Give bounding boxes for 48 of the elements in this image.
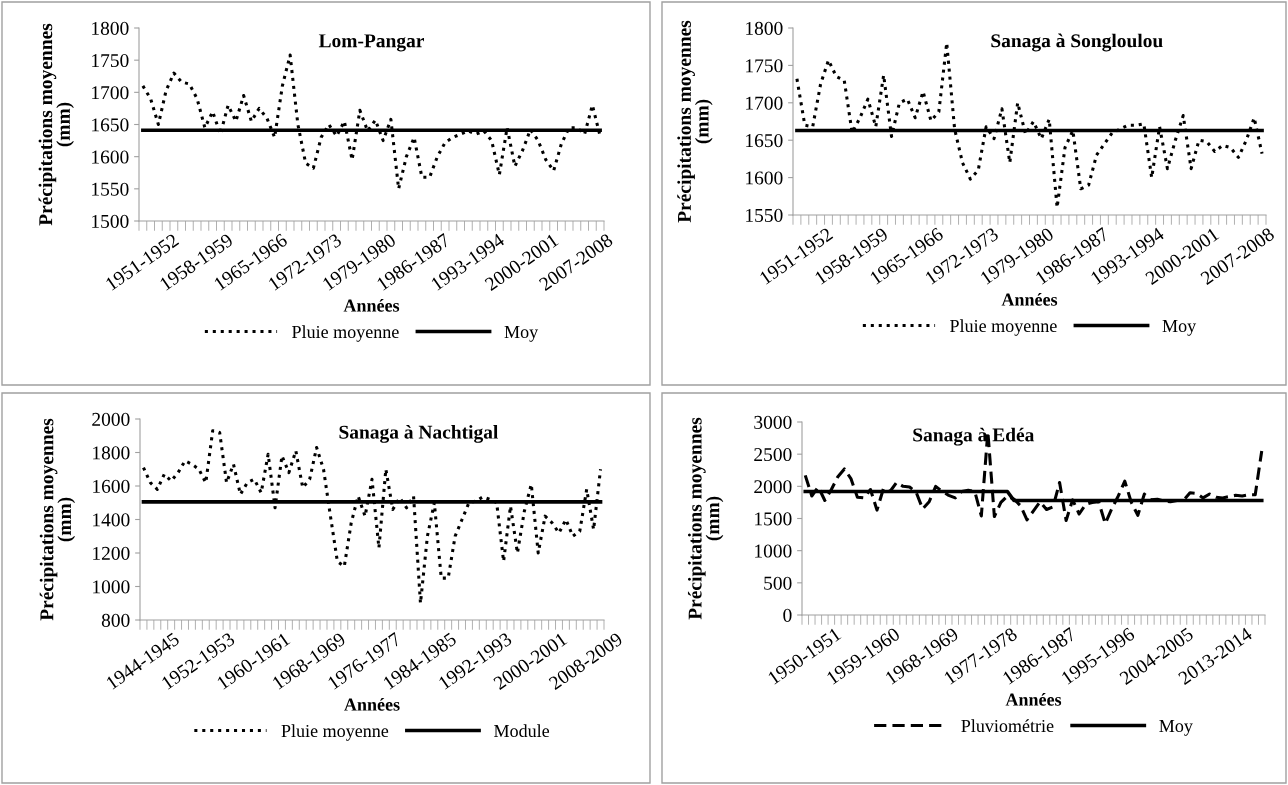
y-tick-label: 1500 [755,512,792,526]
legend-label: Moy [1159,720,1193,736]
chart-title: Lom-Pangar [318,34,425,52]
legend-label: Module [494,724,550,738]
y-axis-title: Précipitations moyennes (mm) [38,23,74,226]
y-tick-label: 1600 [92,150,129,164]
legend-label: Pluie moyenne [292,325,399,342]
chart-title: Sanaga à Edéa [913,427,1035,446]
legend-label: Pluviométrie [961,719,1054,733]
y-tick-label: 1500 [92,214,129,228]
y-tick-label: 1550 [746,208,783,222]
legend-label: Pluie moyenne [281,724,389,741]
y-tick-label: 1000 [93,580,130,594]
x-axis-title: Années [1001,292,1058,306]
y-tick-label: 1650 [746,134,783,148]
y-tick-label: 1750 [92,53,129,68]
y-tick-label: 2000 [92,412,130,426]
y-tick-label: 2000 [754,480,792,494]
y-tick-label: 500 [764,576,792,590]
y-tick-label: 1800 [746,21,783,35]
y-axis-title: Précipitations moyennes (mm) [39,418,76,621]
legend-label: Pluie moyenne [950,319,1057,336]
y-tick-label: 1600 [93,479,130,493]
y-tick-label: 1750 [746,59,783,73]
y-tick-label: 1800 [93,446,130,460]
y-tick-label: 2500 [754,447,792,462]
y-tick-label: 1700 [746,96,783,110]
x-axis-title: Années [343,298,400,312]
x-axis-title: Années [344,697,400,711]
legend-label: Moy [1162,320,1197,336]
y-tick-label: 1800 [92,21,129,35]
y-axis-title: Précipitations moyennes (mm) [687,417,724,620]
chart-title: Sanaga à Nachtigal [339,425,499,443]
y-tick-label: 0 [783,608,792,622]
y-tick-label: 1000 [755,544,792,558]
y-tick-label: 1700 [92,86,129,100]
y-tick-label: 800 [101,613,130,627]
y-tick-label: 1200 [93,546,130,560]
y-tick-label: 1400 [93,513,130,527]
chart-title: Sanaga à Songloulou [991,33,1163,52]
y-tick-label: 1650 [92,118,129,132]
y-tick-label: 3000 [754,415,792,429]
y-tick-label: 1550 [92,182,129,196]
x-axis-title: Années [1005,692,1062,706]
line-series [141,53,602,191]
legend-label: Moy [504,326,539,342]
y-tick-label: 1600 [746,171,783,185]
y-axis-title: Précipitations moyennes (mm) [677,20,713,223]
